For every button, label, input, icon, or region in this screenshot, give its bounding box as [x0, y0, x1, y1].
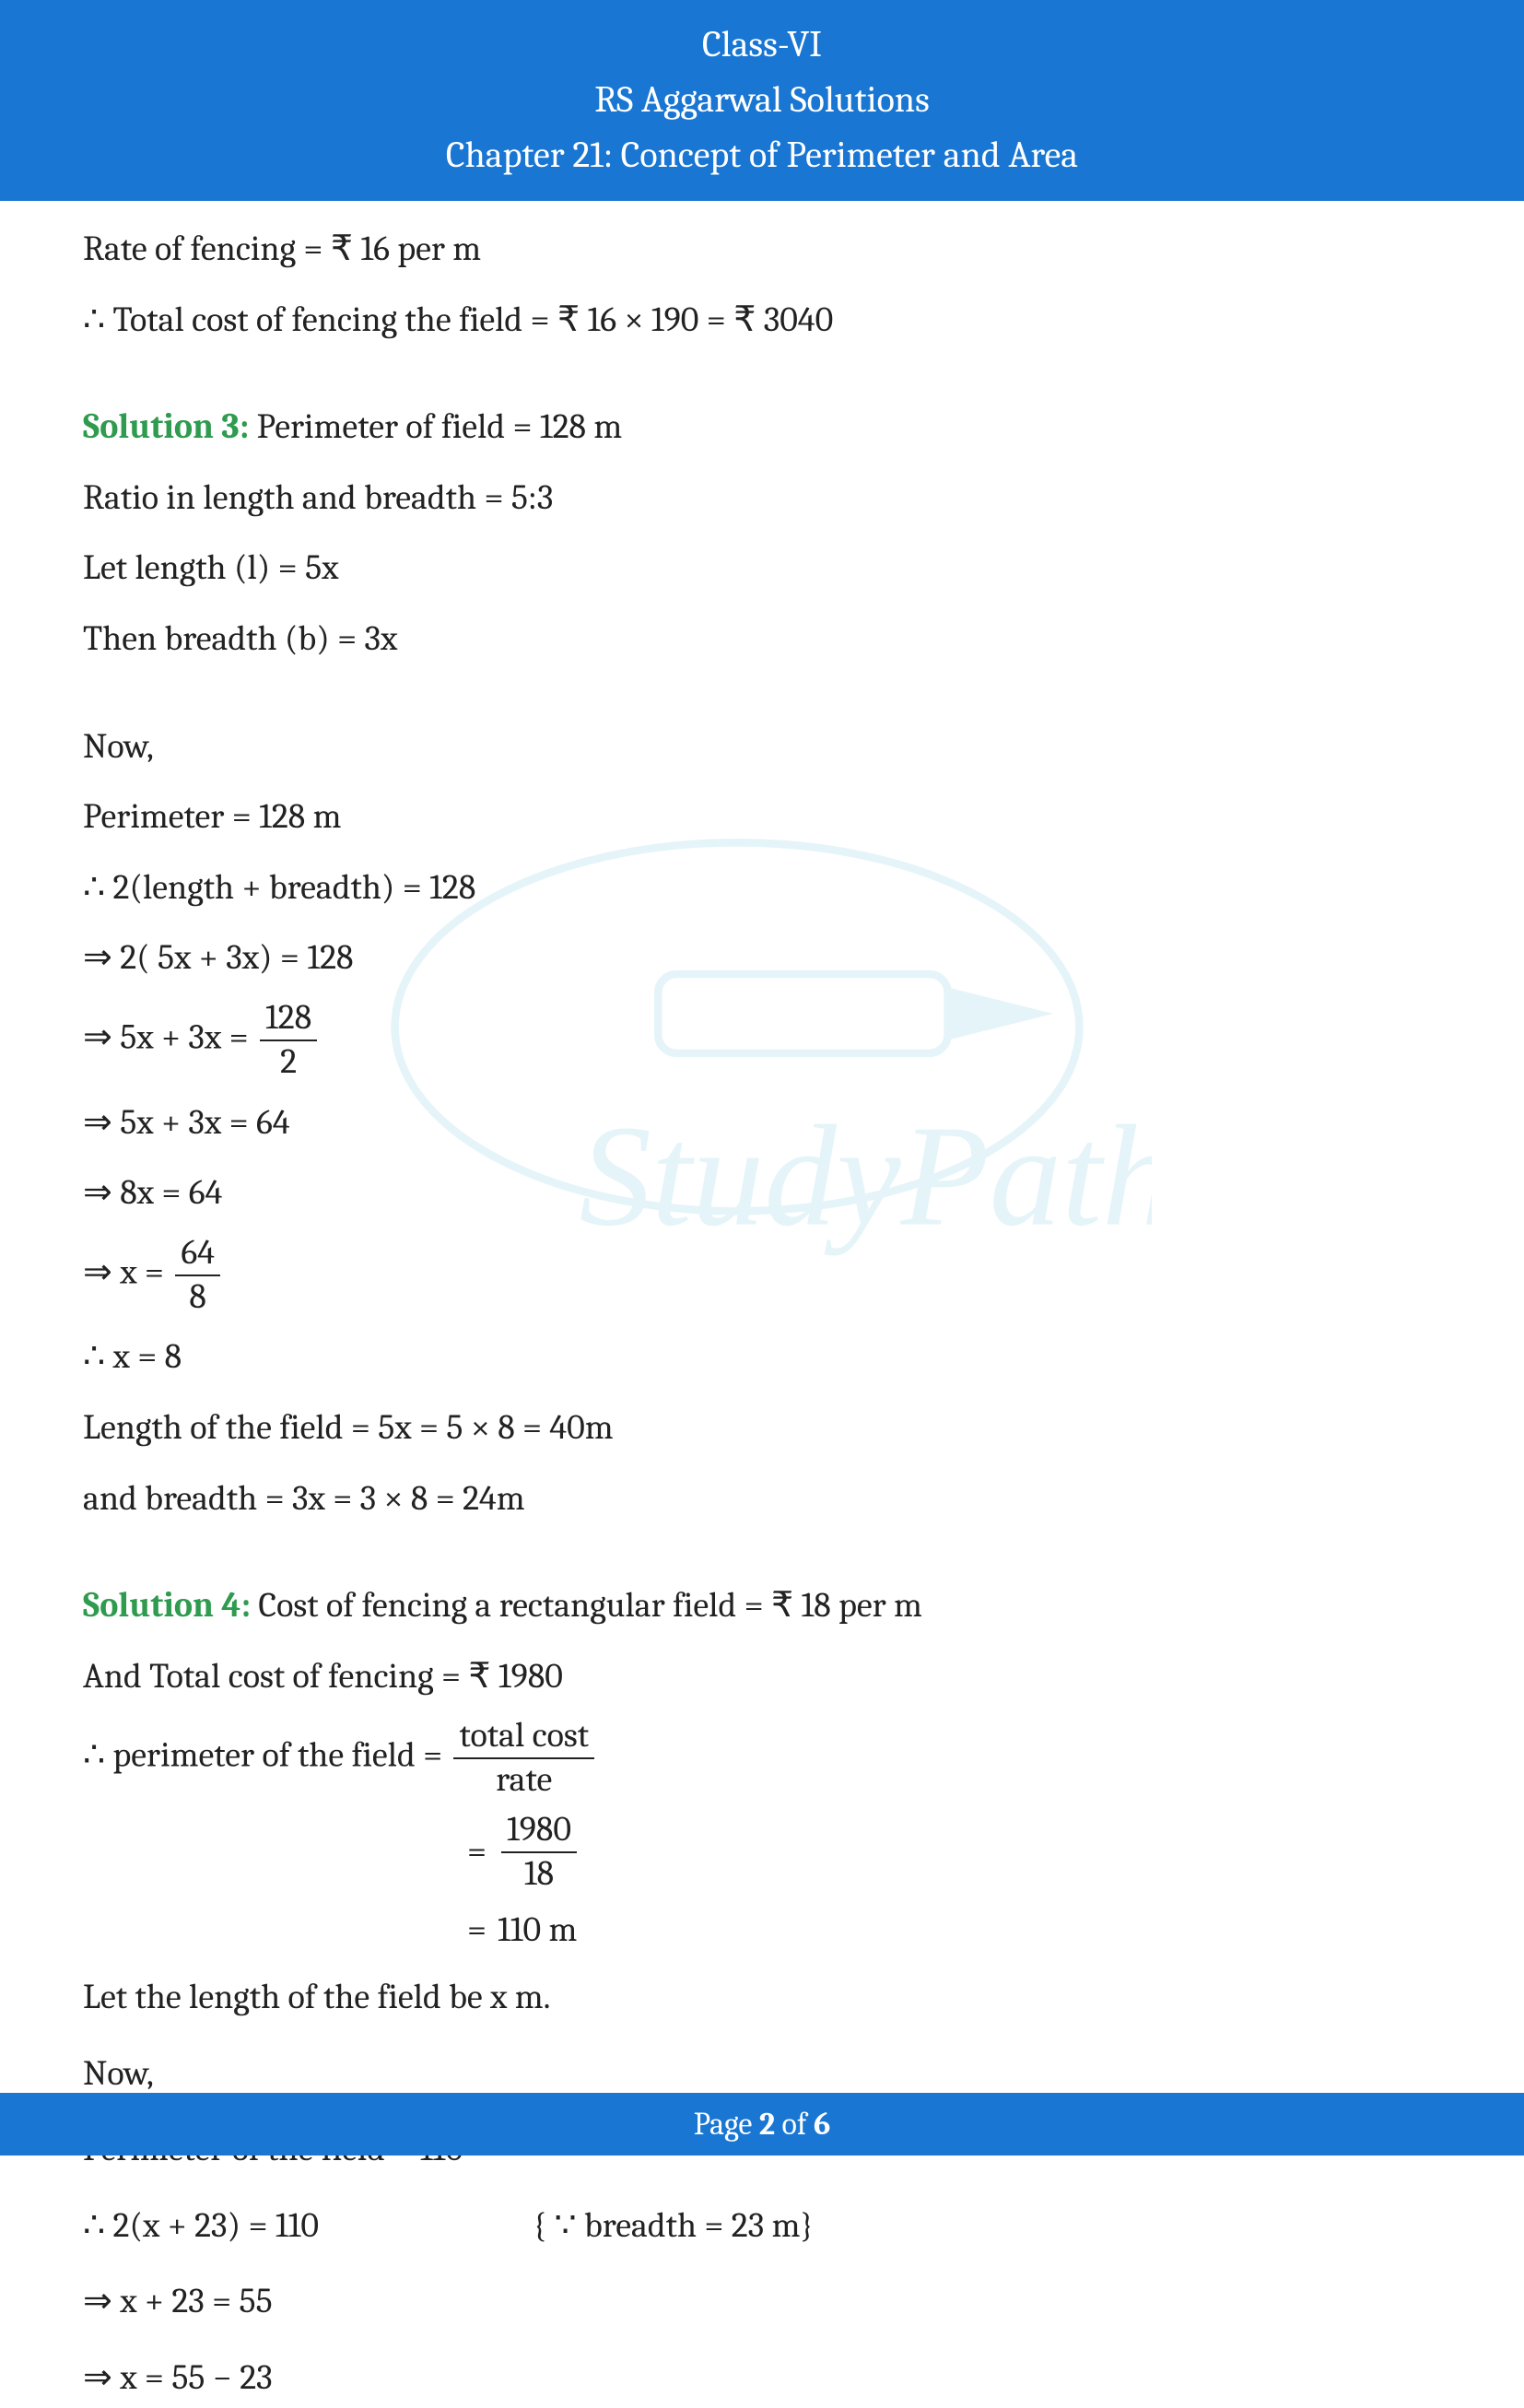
- equals-sign: =: [461, 1822, 498, 1882]
- sol3-p2: Ratio in length and breadth = 5:3: [83, 468, 1441, 528]
- footer-bar: Page 2 of 6: [0, 2093, 1524, 2155]
- sol4-p7: ⇒ x + 23 = 55: [83, 2272, 1441, 2332]
- document-page: Class-VI RS Aggarwal Solutions Chapter 2…: [0, 0, 1524, 2155]
- content-area: Rate of fencing = ₹ 16 per m ∴ Total cos…: [0, 201, 1524, 2408]
- fraction: 1282: [256, 999, 321, 1082]
- sol4-p8: ⇒ x = 55 − 23: [83, 2348, 1441, 2408]
- denominator: 18: [501, 1853, 577, 1894]
- sol4-p4: Let the length of the field be x m.: [83, 1968, 1441, 2027]
- sol4-p2: And Total cost of fencing = ₹ 1980: [83, 1647, 1441, 1707]
- sol3-p9: ⇒ 5x + 3x = 64: [83, 1093, 1441, 1153]
- header-class: Class-VI: [0, 17, 1524, 72]
- intro-line-2: ∴ Total cost of fencing the field = ₹ 16…: [83, 290, 1441, 350]
- header-banner: Class-VI RS Aggarwal Solutions Chapter 2…: [0, 0, 1524, 201]
- sol3-p14: and breadth = 3x = 3 × 8 = 24m: [83, 1469, 1441, 1529]
- sol4-p3-lhs: ∴ perimeter of the field =: [83, 1735, 450, 1776]
- sol4-p6b: { ∵ breadth = 23 m}: [533, 2205, 814, 2246]
- footer-middle: of: [775, 2106, 814, 2143]
- sol3-p8: ⇒ 5x + 3x = 1282: [83, 999, 1441, 1082]
- header-chapter: Chapter 21: Concept of Perimeter and Are…: [0, 127, 1524, 182]
- footer-total-pages: 6: [814, 2106, 830, 2143]
- sol3-p12: ∴ x = 8: [83, 1327, 1441, 1387]
- sol3-p3: Let length (l) = 5x: [83, 538, 1441, 598]
- numerator: 128: [260, 999, 317, 1041]
- sol3-p7: ⇒ 2( 5x + 3x) = 128: [83, 928, 1441, 988]
- denominator: 2: [260, 1041, 317, 1082]
- equation-result: 110 m: [498, 1900, 577, 1960]
- sol3-p1: Perimeter of field = 128 m: [249, 406, 622, 447]
- equation-row: = 110 m: [461, 1900, 1441, 1960]
- sol3-p11: ⇒ x = 648: [83, 1234, 1441, 1317]
- header-book: RS Aggarwal Solutions: [0, 72, 1524, 127]
- sol3-p4: Then breadth (b) = 3x: [83, 609, 1441, 669]
- solution-4-label: Solution 4:: [83, 1585, 251, 1626]
- sol4-p3: ∴ perimeter of the field = total costrat…: [83, 1717, 1441, 1800]
- sol4-p6a: ∴ 2(x + 23) = 110: [83, 2196, 525, 2256]
- equation-row: = 198018: [461, 1811, 1441, 1894]
- intro-line-1: Rate of fencing = ₹ 16 per m: [83, 219, 1441, 279]
- equation-block: = 198018 = 110 m: [461, 1811, 1441, 1960]
- fraction: 648: [171, 1234, 224, 1317]
- numerator: 1980: [501, 1811, 577, 1853]
- sol4-p6: ∴ 2(x + 23) = 110 { ∵ breadth = 23 m}: [83, 2196, 1441, 2256]
- numerator: total cost: [453, 1717, 594, 1759]
- denominator: rate: [453, 1759, 594, 1800]
- equals-sign: =: [461, 1900, 498, 1960]
- sol3-p10: ⇒ 8x = 64: [83, 1163, 1441, 1223]
- footer-current-page: 2: [759, 2106, 775, 2143]
- sol3-now: Now,: [83, 717, 1441, 777]
- sol3-p11-lhs: ⇒ x =: [83, 1251, 171, 1292]
- solution-3-label: Solution 3:: [83, 406, 249, 447]
- numerator: 64: [175, 1234, 220, 1276]
- sol3-p8-lhs: ⇒ 5x + 3x =: [83, 1017, 256, 1058]
- footer-prefix: Page: [694, 2106, 759, 2143]
- sol3-p13: Length of the field = 5x = 5 × 8 = 40m: [83, 1398, 1441, 1458]
- sol4-p1: Cost of fencing a rectangular field = ₹ …: [251, 1585, 922, 1626]
- denominator: 8: [175, 1276, 220, 1317]
- fraction: total costrate: [450, 1717, 598, 1800]
- solution-4-heading: Solution 4: Cost of fencing a rectangula…: [83, 1576, 1441, 1636]
- sol3-p5: Perimeter = 128 m: [83, 787, 1441, 847]
- solution-3-heading: Solution 3: Perimeter of field = 128 m: [83, 397, 1441, 457]
- fraction: 198018: [498, 1811, 580, 1894]
- sol3-p6: ∴ 2(length + breadth) = 128: [83, 858, 1441, 918]
